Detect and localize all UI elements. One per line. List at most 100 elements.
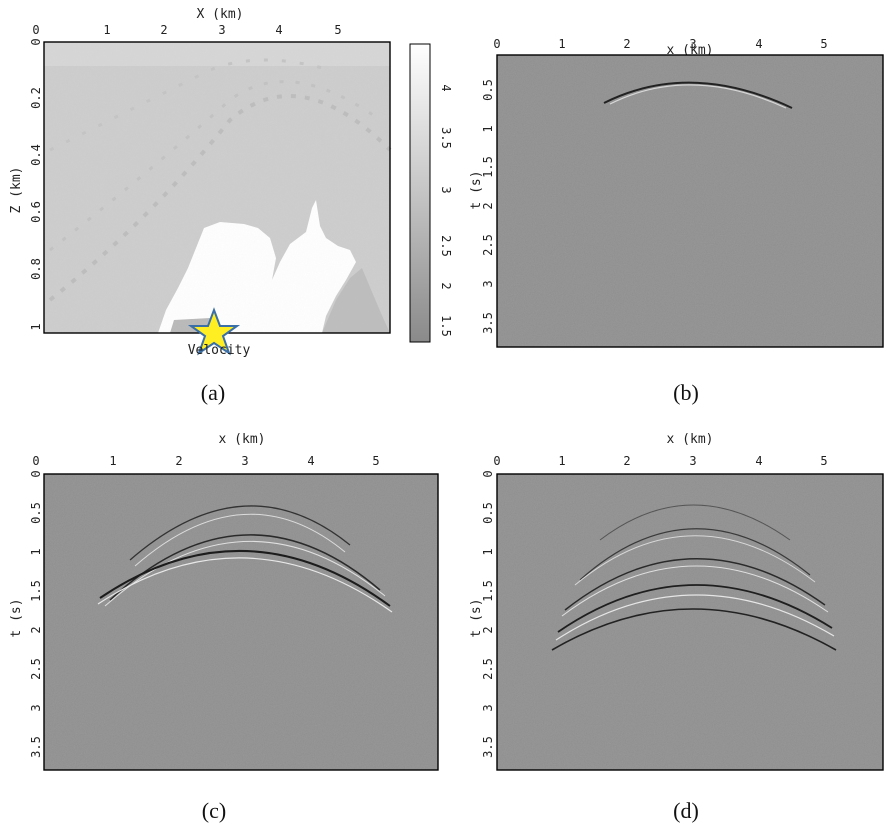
x-tick-label: 2 xyxy=(160,23,167,37)
reflection-event xyxy=(551,608,837,651)
x-tick-label: 3 xyxy=(689,37,696,51)
x-tick-label: 0 xyxy=(32,454,39,468)
velocity-label: Velocity xyxy=(188,343,251,358)
y-tick-label: 3 xyxy=(29,704,43,711)
y-tick-label: 0.2 xyxy=(29,87,43,109)
x-tick-label: 3 xyxy=(241,454,248,468)
panel-c-x-ticks: 0 1 2 3 4 5 xyxy=(32,454,379,468)
y-tick-label: 0 xyxy=(481,470,495,477)
x-tick-label: 3 xyxy=(689,454,696,468)
x-tick-label: 2 xyxy=(623,37,630,51)
y-tick-label: 0.5 xyxy=(29,502,43,524)
caption-a: (a) xyxy=(201,380,225,405)
y-tick-label: 2.5 xyxy=(481,658,495,680)
x-tick-label: 4 xyxy=(755,37,762,51)
y-tick-label: 0 xyxy=(29,470,43,477)
x-tick-label: 5 xyxy=(334,23,341,37)
panel-b-frame xyxy=(496,54,884,348)
y-tick-label: 2 xyxy=(481,202,495,209)
reflection-event xyxy=(97,557,393,613)
colorbar-tick: 3.5 xyxy=(439,127,453,149)
panel-d-frame xyxy=(496,473,884,771)
x-tick-label: 4 xyxy=(307,454,314,468)
direct-arrival xyxy=(603,81,793,109)
reflection-event xyxy=(574,535,816,586)
y-tick-label: 2.5 xyxy=(481,234,495,256)
star-icon xyxy=(187,307,241,356)
x-tick-label: 1 xyxy=(109,454,116,468)
x-tick-label: 5 xyxy=(372,454,379,468)
caption-b: (b) xyxy=(673,380,699,405)
panel-c-frame xyxy=(43,473,439,771)
panel-d-y-ticks: 0 0.5 1 1.5 2 2.5 3 3.5 xyxy=(481,470,495,757)
colorbar-tick: 3 xyxy=(439,186,453,193)
reflection-event xyxy=(555,594,835,641)
y-tick-label: 3.5 xyxy=(481,312,495,334)
reflection-event xyxy=(557,584,833,633)
panel-b: x (km) 0 1 2 3 4 5 t (s) 0.5 1 1.5 2 2.5… xyxy=(469,37,884,405)
x-tick-label: 1 xyxy=(558,454,565,468)
y-tick-label: 3.5 xyxy=(29,736,43,758)
panel-b-x-ticks: 0 1 2 3 4 5 xyxy=(493,37,827,51)
x-tick-label: 2 xyxy=(623,454,630,468)
seismogram-b-noise xyxy=(497,55,883,347)
y-tick-label: 0.5 xyxy=(481,502,495,524)
panel-a-y-label: Z (km) xyxy=(9,167,24,214)
panel-a-x-ticks: 0 1 2 3 4 5 xyxy=(32,23,341,37)
panel-b-y-label: t (s) xyxy=(469,170,484,209)
seismogram-c-events xyxy=(97,505,393,613)
colorbar-tick: 2.5 xyxy=(439,235,453,257)
panel-a: X (km) 0 1 2 3 4 5 Z (km) 0 0.2 0.4 0.6 … xyxy=(9,7,453,405)
x-tick-label: 4 xyxy=(275,23,282,37)
colorbar-tick: 1.5 xyxy=(439,315,453,337)
panel-a-x-label: X (km) xyxy=(197,7,244,22)
y-tick-label: 0.5 xyxy=(481,79,495,101)
y-tick-label: 1.5 xyxy=(29,580,43,602)
reflection-event xyxy=(561,565,829,617)
panel-c: x (km) 0 1 2 3 4 5 t (s) 0 0.5 1 1.5 2 2… xyxy=(9,432,439,823)
panel-c-y-ticks: 0 0.5 1 1.5 2 2.5 3 3.5 xyxy=(29,470,43,757)
reflection-event xyxy=(134,513,346,567)
x-tick-label: 1 xyxy=(558,37,565,51)
y-tick-label: 1 xyxy=(29,548,43,555)
reflection-event xyxy=(599,504,791,541)
y-tick-label: 2 xyxy=(29,626,43,633)
seismogram-d-noise xyxy=(497,474,883,770)
x-tick-label: 1 xyxy=(103,23,110,37)
seismogram-c-noise xyxy=(44,474,438,770)
panel-d-y-label: t (s) xyxy=(469,598,484,637)
x-tick-label: 5 xyxy=(820,454,827,468)
x-tick-label: 2 xyxy=(175,454,182,468)
x-tick-label: 0 xyxy=(493,454,500,468)
y-tick-label: 1.5 xyxy=(481,156,495,178)
reflection-event xyxy=(129,505,351,561)
reflection-event xyxy=(99,549,391,607)
x-tick-label: 3 xyxy=(218,23,225,37)
caption-d: (d) xyxy=(673,798,699,823)
direct-arrival-side-lobe xyxy=(609,84,787,109)
panel-a-y-ticks: 0 0.2 0.4 0.6 0.8 1 xyxy=(29,38,43,330)
y-tick-label: 3.5 xyxy=(481,736,495,758)
panel-d-x-label: x (km) xyxy=(667,432,714,447)
y-tick-label: 2.5 xyxy=(29,658,43,680)
panel-c-x-label: x (km) xyxy=(219,432,266,447)
y-tick-label: 1.5 xyxy=(481,580,495,602)
panel-d: x (km) 0 1 2 3 4 5 t (s) 0 0.5 1 1.5 2 2… xyxy=(469,432,884,823)
panel-b-y-ticks: 0.5 1 1.5 2 2.5 3 3.5 xyxy=(481,79,495,334)
x-tick-label: 0 xyxy=(493,37,500,51)
reflection-event xyxy=(564,558,826,611)
panel-b-x-label: x (km) xyxy=(667,43,714,58)
y-tick-label: 0 xyxy=(29,38,43,45)
seismogram-d-events xyxy=(551,504,837,651)
y-tick-label: 0.6 xyxy=(29,201,43,223)
y-tick-label: 3 xyxy=(481,704,495,711)
velocity-image xyxy=(44,42,392,333)
colorbar-tick: 4 xyxy=(439,84,453,91)
panel-d-x-ticks: 0 1 2 3 4 5 xyxy=(493,454,827,468)
panel-c-y-label: t (s) xyxy=(9,598,24,637)
y-tick-label: 1 xyxy=(29,323,43,330)
y-tick-label: 2 xyxy=(481,626,495,633)
y-tick-label: 3 xyxy=(481,280,495,287)
reflection-event xyxy=(579,528,811,581)
